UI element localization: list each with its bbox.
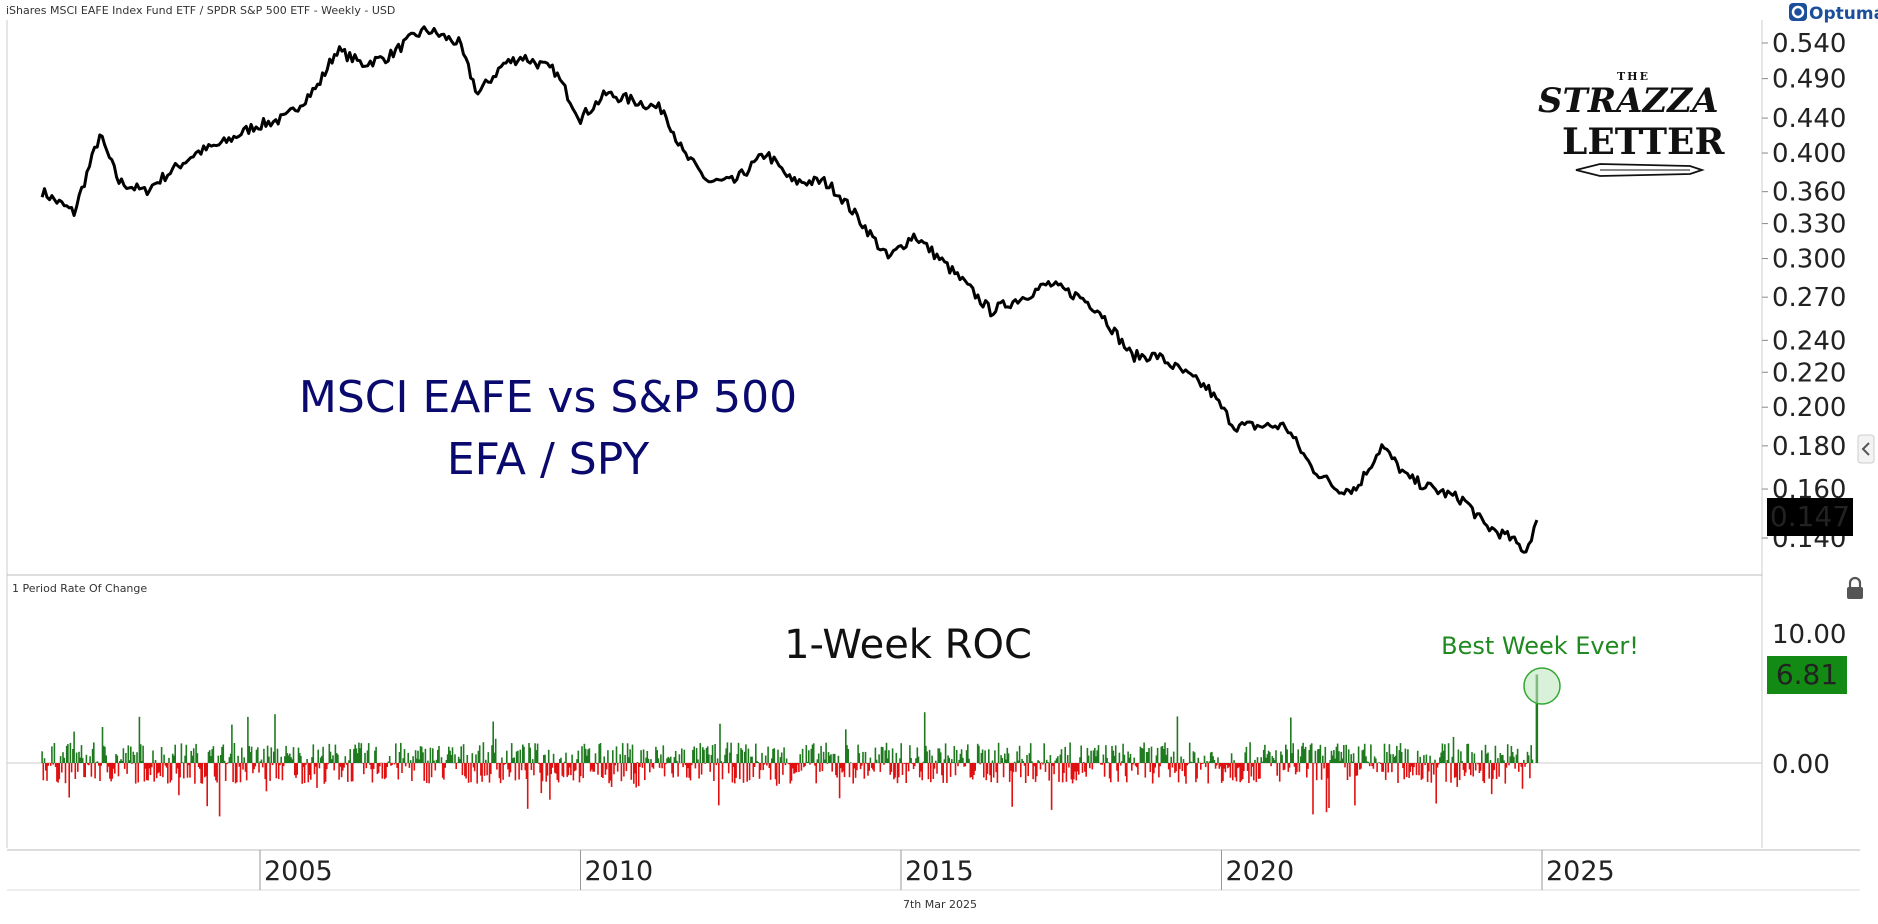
price-tick-label: 0.360 xyxy=(1772,178,1846,208)
price-axis-ticks: 0.1400.1600.1800.2000.2200.2400.2700.300… xyxy=(1762,29,1846,554)
price-tick-label: 0.540 xyxy=(1772,29,1846,59)
price-tick-label: 0.180 xyxy=(1772,432,1846,462)
time-tick-label: 2015 xyxy=(905,856,974,887)
collapse-button-bg[interactable] xyxy=(1857,434,1875,464)
ratio-series-line xyxy=(40,25,1539,554)
price-tick-label: 0.490 xyxy=(1772,65,1846,95)
lock-button[interactable] xyxy=(1847,576,1863,599)
price-tick-label: 0.200 xyxy=(1772,393,1846,423)
roc-last-value-badge xyxy=(1767,656,1847,694)
best-week-callout: Best Week Ever! xyxy=(1441,632,1639,660)
best-week-marker xyxy=(1523,667,1561,705)
price-tick-label: 0.240 xyxy=(1772,326,1846,356)
lock-icon-body[interactable] xyxy=(1847,587,1863,599)
logo-line-letter: LETTER xyxy=(1562,121,1725,163)
logo-line-strazza: STRAZZA xyxy=(1538,81,1719,121)
roc-bars xyxy=(41,674,1539,817)
optuma-logo-ring xyxy=(1791,5,1805,19)
time-tick-label: 2025 xyxy=(1546,856,1615,887)
collapse-button[interactable] xyxy=(1857,434,1875,464)
optuma-logo: Optuma xyxy=(1789,3,1878,24)
ratio-annotation-line2: EFA / SPY xyxy=(447,434,649,485)
optuma-brand-text: Optuma xyxy=(1809,4,1878,24)
price-tick-label: 0.440 xyxy=(1772,104,1846,134)
optuma-logo-icon xyxy=(1789,3,1807,21)
price-tick-label: 0.300 xyxy=(1772,245,1846,275)
last-value-label: 0.147 xyxy=(1770,500,1850,533)
footer-date: 7th Mar 2025 xyxy=(903,898,977,911)
price-tick-label: 0.330 xyxy=(1772,210,1846,240)
strazza-letter-logo: THE STRAZZA LETTER xyxy=(1538,70,1725,177)
time-tick-label: 2020 xyxy=(1226,856,1295,887)
price-tick-label: 0.400 xyxy=(1772,139,1846,169)
roc-panel-title: 1 Period Rate Of Change xyxy=(12,582,147,595)
last-value-badge xyxy=(1767,498,1853,536)
ratio-annotation-line1: MSCI EAFE vs S&P 500 xyxy=(299,372,797,423)
time-tick-label: 2005 xyxy=(264,856,333,887)
roc-annotation: 1-Week ROC xyxy=(784,622,1032,668)
chart-header-title: iShares MSCI EAFE Index Fund ETF / SPDR … xyxy=(6,4,395,17)
roc-last-value-label: 6.81 xyxy=(1776,658,1838,691)
logo-pen-nib xyxy=(1575,163,1705,177)
price-tick-label: 0.220 xyxy=(1772,358,1846,388)
roc-axis-ticks: 10.00 0.00 xyxy=(1772,620,1846,780)
chevron-left-icon[interactable] xyxy=(1861,442,1870,456)
logo-line-the: THE xyxy=(1617,70,1650,83)
roc-ytick-0: 0.00 xyxy=(1772,750,1830,780)
ratio-panel: 0.1400.1600.1800.2000.2200.2400.2700.300… xyxy=(40,25,1853,554)
time-axis: 2005 2010 2015 2020 2025 xyxy=(259,850,1615,890)
lock-icon[interactable] xyxy=(1848,576,1862,587)
price-tick-label: 0.270 xyxy=(1772,283,1846,313)
time-tick-label: 2010 xyxy=(585,856,654,887)
roc-panel: 1 Period Rate Of Change 1-Week ROC Best … xyxy=(7,582,1847,817)
roc-ytick-10: 10.00 xyxy=(1772,620,1846,650)
